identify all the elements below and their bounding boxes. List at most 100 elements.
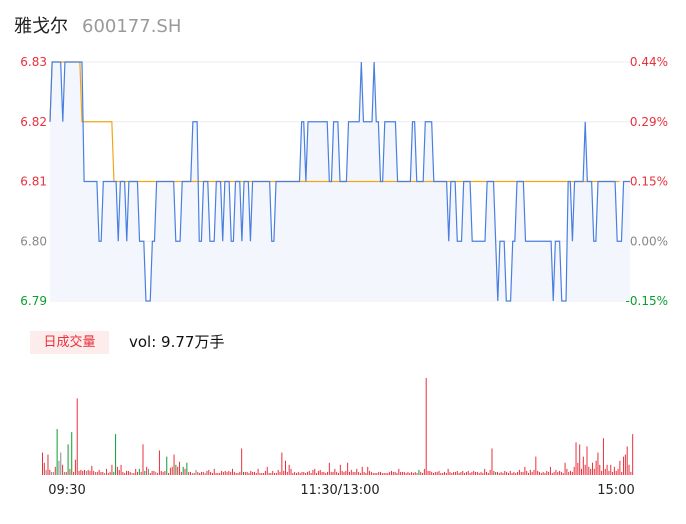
volume-bar	[325, 472, 327, 475]
volume-bar	[566, 468, 568, 475]
volume-bar	[233, 471, 235, 475]
volume-bar	[383, 472, 385, 475]
volume-bar	[261, 472, 263, 475]
y-tick-label: 6.83	[20, 55, 47, 69]
volume-bar	[135, 468, 137, 475]
volume-bar	[151, 470, 153, 475]
volume-bar	[67, 444, 69, 475]
volume-bar	[246, 471, 248, 475]
volume-bar	[285, 460, 287, 475]
volume-bar	[264, 470, 266, 475]
volume-bar	[593, 468, 595, 475]
volume-bar	[606, 464, 608, 475]
y-tick-label: 6.80	[20, 234, 47, 248]
volume-bar	[56, 429, 58, 475]
volume-bar	[91, 465, 93, 475]
volume-bar	[317, 470, 319, 475]
volume-bar	[495, 471, 497, 475]
volume-bar	[537, 470, 539, 475]
pct-tick-label: -0.15%	[626, 294, 668, 308]
volume-bar	[222, 471, 224, 475]
volume-bar	[590, 468, 592, 475]
volume-bar	[517, 471, 519, 475]
volume-bar	[588, 466, 590, 475]
volume-bar	[581, 468, 583, 475]
volume-bar	[573, 466, 575, 475]
volume-bar	[137, 471, 139, 475]
y-tick-label: 6.79	[20, 294, 47, 308]
volume-bar	[316, 472, 318, 475]
volume-bar	[248, 472, 250, 475]
volume-bar	[401, 471, 403, 475]
volume-bar	[306, 471, 308, 475]
volume-bar	[190, 471, 191, 475]
pct-tick-label: 0.44%	[630, 55, 668, 69]
volume-bar	[49, 469, 51, 475]
volume-bar	[507, 472, 509, 475]
volume-bar	[124, 472, 126, 475]
volume-bar	[372, 472, 374, 475]
volume-bar	[113, 471, 115, 475]
volume-bar	[599, 464, 601, 475]
volume-bar	[604, 468, 606, 475]
volume-bar	[180, 471, 182, 475]
volume-bar	[500, 471, 502, 475]
volume-bar	[453, 471, 455, 475]
volume-bar	[380, 471, 382, 475]
volume-bar	[496, 471, 498, 475]
volume-bar	[381, 472, 383, 475]
volume-bar	[206, 470, 208, 475]
volume-bar	[228, 470, 230, 475]
volume-bar	[162, 471, 164, 475]
volume-bar	[518, 469, 520, 475]
volume-bar	[175, 464, 177, 475]
volume-bar	[169, 467, 171, 475]
volume-bar	[51, 471, 53, 475]
volume-bar	[109, 471, 111, 475]
volume-bar	[456, 470, 458, 475]
volume-bar	[619, 460, 621, 475]
volume-bar	[188, 471, 190, 475]
volume-bar	[595, 460, 597, 475]
volume-bar	[334, 468, 336, 475]
volume-bar	[422, 472, 424, 475]
pct-tick-label: 0.15%	[630, 175, 668, 189]
volume-bar	[524, 466, 526, 475]
volume-bar	[392, 471, 394, 475]
volume-bar	[281, 452, 283, 475]
volume-bar	[62, 464, 64, 475]
volume-bar	[449, 471, 451, 475]
volume-bar	[623, 456, 625, 475]
volume-bar	[290, 468, 292, 475]
volume-bar	[268, 472, 270, 475]
volume-bar	[129, 471, 131, 475]
volume-bar	[486, 471, 487, 475]
volume-bar	[208, 469, 210, 475]
volume-bar	[177, 466, 179, 475]
volume-bar	[538, 471, 540, 475]
volume-bar	[429, 470, 431, 475]
x-tick-label: 15:00	[597, 483, 634, 498]
volume-bar	[140, 471, 142, 475]
volume-bar	[454, 471, 456, 475]
volume-bar	[241, 448, 243, 475]
volume-bar	[272, 470, 274, 475]
volume-bar	[498, 472, 500, 475]
pct-tick-label: 0.29%	[630, 115, 668, 129]
volume-bar	[283, 470, 285, 475]
price-line	[49, 61, 630, 302]
volume-bar	[217, 472, 219, 475]
volume-bar	[65, 471, 67, 475]
volume-bar	[274, 472, 276, 475]
volume-tag[interactable]: 日成交量	[30, 331, 109, 354]
volume-bar	[553, 471, 555, 475]
volume-bar	[186, 462, 188, 475]
volume-bar	[621, 471, 623, 475]
volume-bar	[126, 470, 128, 475]
volume-bar	[462, 470, 464, 475]
volume-bar	[533, 469, 535, 475]
volume-bar	[147, 468, 149, 475]
volume-bar	[632, 434, 634, 475]
x-tick-label: 09:30	[48, 483, 85, 498]
volume-bar	[347, 462, 349, 475]
